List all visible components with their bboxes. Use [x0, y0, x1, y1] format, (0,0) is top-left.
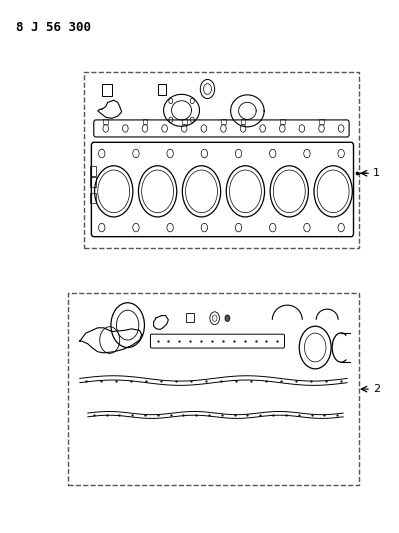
Bar	[221, 119, 226, 124]
Text: 1: 1	[373, 168, 380, 178]
Bar	[241, 119, 245, 124]
Bar	[142, 119, 147, 124]
Bar	[90, 193, 96, 203]
Bar	[84, 72, 359, 248]
Bar	[90, 177, 96, 187]
Bar	[319, 119, 324, 124]
Bar	[103, 119, 108, 124]
Circle shape	[225, 315, 230, 321]
Bar	[186, 313, 194, 322]
Bar	[158, 84, 166, 95]
Bar	[90, 166, 96, 176]
Bar	[102, 84, 112, 96]
Bar	[182, 119, 187, 124]
Bar	[280, 119, 285, 124]
Text: 8 J 56 300: 8 J 56 300	[16, 21, 91, 34]
Text: 2: 2	[373, 384, 380, 394]
Bar	[68, 293, 359, 485]
